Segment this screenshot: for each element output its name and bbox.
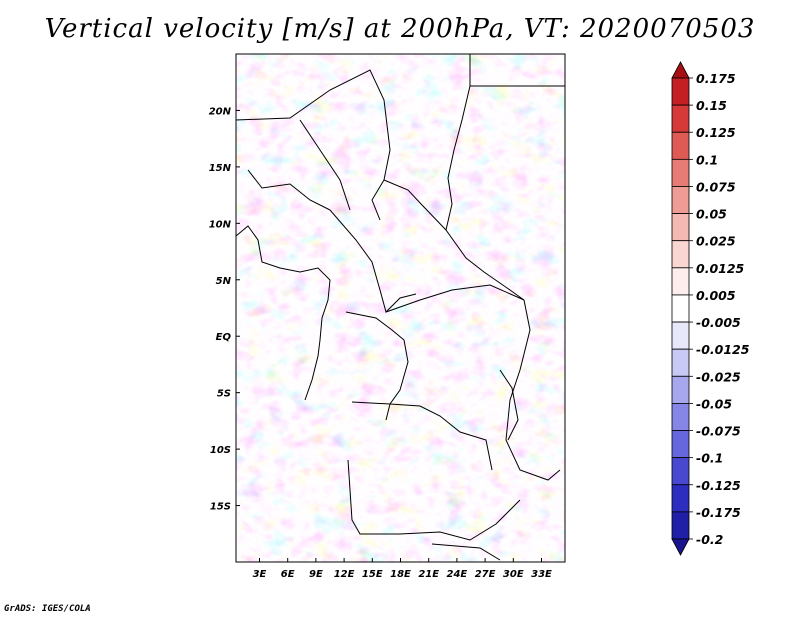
lat-tick-label: 15N [209,163,232,174]
border-east-lakes [499,369,519,441]
colorbar-label: -0.025 [696,369,741,384]
colorbar-swatch [671,158,690,187]
colorbar-label: 0.15 [696,98,727,113]
country-borders [236,54,565,561]
lon-tick-label: 18E [390,569,411,580]
field-shading [236,54,565,562]
colorbar-label: 0.125 [696,125,736,140]
chart-title: Vertical velocity [m/s] at 200hPa, VT: 2… [44,14,756,44]
border-chad-sudan [445,54,525,301]
colorbar-swatch [671,430,690,459]
lat-tick-label: 5N [216,276,232,287]
border-nigeria-cameroon [329,209,417,313]
lon-tick-label: 30E [503,569,524,580]
colorbar-bottom-arrow [671,538,690,556]
lat-tick-label: 10S [210,445,231,456]
colorbar-top-arrow [671,61,690,79]
colorbar-label: 0.005 [696,288,736,303]
colorbar-swatch [671,267,690,296]
lon-tick-label: 15E [362,569,383,580]
colorbar-swatch [671,104,690,133]
colorbar-swatch [671,213,690,242]
colorbar-swatch [671,240,690,269]
colorbar-swatch [671,77,690,106]
colorbar-label: -0.075 [696,424,741,439]
border-southeast [431,543,501,561]
lat-tick-label: 15S [210,502,231,513]
colorbar-label: 0.0125 [696,261,745,276]
border-congo-drc [345,311,409,421]
colorbar-label: 0.175 [696,71,736,86]
lat-tick-label: 20N [209,106,232,117]
lon-tick-label: 27E [475,569,496,580]
colorbar-swatch [671,457,690,486]
colorbar-swatch [671,131,690,160]
colorbar-label: -0.2 [696,532,723,547]
border-west-minor [247,169,331,211]
colorbar-swatch [671,348,690,377]
colorbar-label: 0.1 [696,152,718,167]
lon-tick-label: 24E [447,569,468,580]
lon-tick-label: 6E [281,569,295,580]
coastline-west [236,225,331,401]
colorbar-label: -0.0125 [696,342,750,357]
lon-tick-label: 33E [531,569,552,580]
map-panel [235,53,566,563]
colorbar-swatch [671,403,690,431]
colorbar-label: 0.05 [696,207,727,222]
border-sahara-north [236,69,391,221]
colorbar-swatch [671,294,690,323]
border-car-drc [385,284,525,313]
colorbar-swatch [671,321,690,350]
grads-credit: GrADS: IGES/COLA [4,604,91,614]
lat-tick-label: EQ [216,332,232,343]
colorbar-swatch [671,484,690,513]
colorbar-label: 0.075 [696,179,736,194]
colorbar-swatch [671,186,690,214]
colorbar-label: -0.125 [696,478,741,493]
lat-tick-label: 5S [217,389,231,400]
colorbar: 0.175 0.15 0.125 0.1 0.075 0.05 0.025 0.0125 0.0… [671,61,750,556]
lon-tick-label: 21E [418,569,439,580]
lon-tick-label: 9E [309,569,323,580]
colorbar-label: -0.1 [696,451,723,466]
colorbar-swatch [671,375,690,404]
border-north-minor [299,119,351,211]
border-central-east [383,179,447,231]
colorbar-label: -0.175 [696,505,741,520]
border-drc-angola [351,401,493,471]
colorbar-label: 0.025 [696,234,736,249]
lon-tick-label: 3E [253,569,267,580]
colorbar-swatch [671,511,690,540]
lon-tick-label: 12E [334,569,355,580]
lon-axis: 3E 6E 9E 12E 15E 18E 21E 24E 27E 30E 33E [253,558,552,580]
lat-axis: 20N 15N 10N 5N EQ 5S 10S 15S [209,106,240,513]
colorbar-label: -0.05 [696,396,732,411]
lat-tick-label: 10N [209,219,232,230]
border-angola-south [347,459,521,541]
colorbar-label: -0.005 [696,315,741,330]
border-tanzania [505,299,561,481]
